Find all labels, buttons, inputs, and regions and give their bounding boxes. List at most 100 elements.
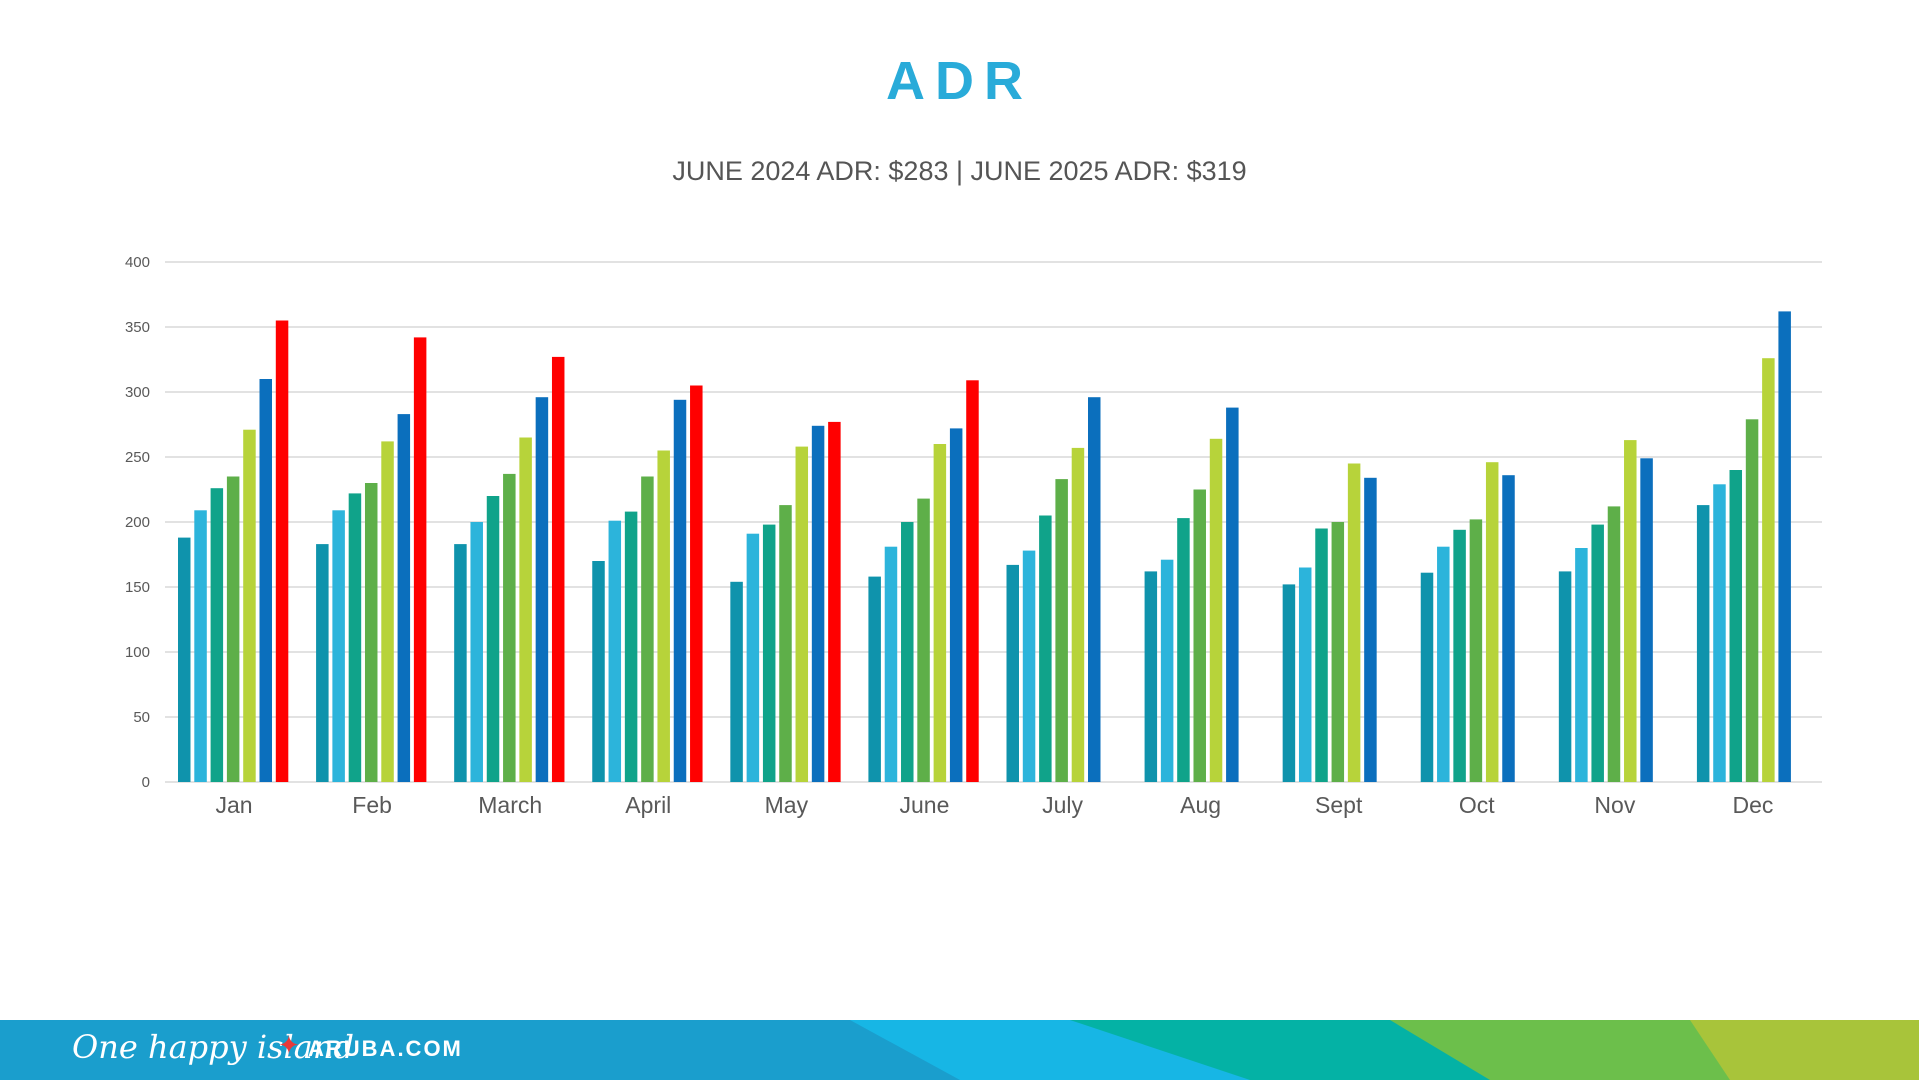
bar — [1729, 470, 1743, 782]
x-tick-label: July — [1042, 792, 1083, 818]
bar — [1591, 524, 1604, 782]
bar — [795, 446, 809, 782]
bar — [1502, 475, 1515, 782]
bar — [243, 429, 256, 782]
bar — [917, 498, 930, 782]
bar — [1624, 440, 1637, 782]
bar — [1713, 484, 1726, 782]
y-tick-label: 250 — [125, 449, 150, 466]
bar — [673, 399, 687, 782]
bar — [275, 320, 289, 782]
bar — [762, 524, 776, 782]
bar — [348, 493, 362, 782]
chart-title: ADR — [886, 51, 1033, 111]
x-tick-label: May — [765, 792, 809, 818]
bar — [1485, 462, 1499, 782]
bar — [1144, 571, 1158, 782]
bar — [397, 414, 411, 782]
bar — [690, 385, 703, 782]
x-tick-label: Jan — [215, 792, 252, 818]
bar — [1558, 571, 1572, 782]
bar — [1331, 522, 1345, 782]
bar — [746, 533, 760, 782]
bar — [1347, 463, 1361, 782]
bar — [503, 473, 516, 782]
bar — [657, 450, 670, 782]
x-tick-label: Dec — [1733, 792, 1774, 818]
y-tick-label: 150 — [125, 579, 150, 596]
y-tick-label: 50 — [133, 709, 150, 726]
bar — [1778, 311, 1791, 782]
x-tick-label: Sept — [1315, 792, 1363, 818]
bar — [966, 380, 979, 782]
adr-bar-chart: 0 50 100 150 200 250 300 350 400 Jan Feb March April… — [125, 254, 1822, 818]
bar — [470, 522, 483, 782]
bar — [884, 546, 898, 782]
tagline: One happy island — [72, 1028, 354, 1066]
bar — [592, 561, 605, 782]
y-tick-label: 100 — [125, 644, 150, 661]
bar — [1696, 505, 1710, 782]
bar — [1039, 515, 1052, 782]
bar — [1177, 518, 1190, 782]
bar — [1298, 567, 1312, 782]
bar — [381, 441, 394, 782]
bar — [1453, 529, 1466, 782]
bar — [1193, 489, 1206, 782]
bar — [1607, 506, 1621, 782]
bar — [551, 356, 565, 782]
x-tick-label: March — [478, 792, 542, 818]
bar — [535, 397, 549, 782]
bar — [178, 537, 191, 782]
bar — [828, 421, 841, 782]
bar — [1469, 519, 1483, 782]
y-tick-label: 0 — [142, 774, 150, 791]
bar — [901, 522, 914, 782]
bar — [364, 483, 378, 782]
x-tick-label: April — [625, 792, 671, 818]
bar — [868, 576, 881, 782]
bar — [1282, 584, 1296, 782]
bar — [1437, 546, 1450, 782]
bar — [730, 581, 743, 782]
site-link[interactable]: ARUBA.COM — [308, 1036, 463, 1061]
bar — [1364, 477, 1377, 782]
chart-subtitle: JUNE 2024 ADR: $283 | JUNE 2025 ADR: $31… — [672, 156, 1247, 186]
bar — [226, 476, 240, 782]
bar — [1640, 458, 1653, 782]
bar — [1315, 528, 1328, 782]
bar — [519, 437, 532, 782]
bar — [210, 488, 224, 782]
bar — [1022, 550, 1036, 782]
y-tick-label: 300 — [125, 384, 150, 401]
bar — [641, 476, 654, 782]
x-tick-label: Feb — [352, 792, 392, 818]
y-tick-label: 200 — [125, 514, 150, 531]
bar — [332, 510, 345, 782]
footer-stripes — [0, 1020, 1919, 1080]
bar — [624, 511, 638, 782]
bar — [1226, 407, 1239, 782]
bar — [1055, 479, 1068, 782]
y-tick-label: 400 — [125, 254, 150, 271]
bar — [259, 379, 272, 782]
x-tick-label: June — [900, 792, 950, 818]
bar — [1762, 358, 1775, 782]
bar — [316, 544, 329, 782]
bar — [811, 425, 825, 782]
bar — [1575, 548, 1588, 782]
bar — [933, 444, 947, 782]
bar — [454, 544, 467, 782]
star-icon: ✦ — [278, 1030, 300, 1060]
footer-banner: One happy island ✦ ARUBA.COM — [0, 1020, 1919, 1080]
x-tick-label: Oct — [1459, 792, 1495, 818]
bar — [413, 337, 427, 782]
y-tick-label: 350 — [125, 319, 150, 336]
bar — [1071, 447, 1085, 782]
x-tick-label: Aug — [1180, 792, 1221, 818]
bar — [608, 520, 622, 782]
x-tick-label: Nov — [1594, 792, 1635, 818]
bar — [1160, 559, 1174, 782]
bar — [1209, 438, 1223, 782]
